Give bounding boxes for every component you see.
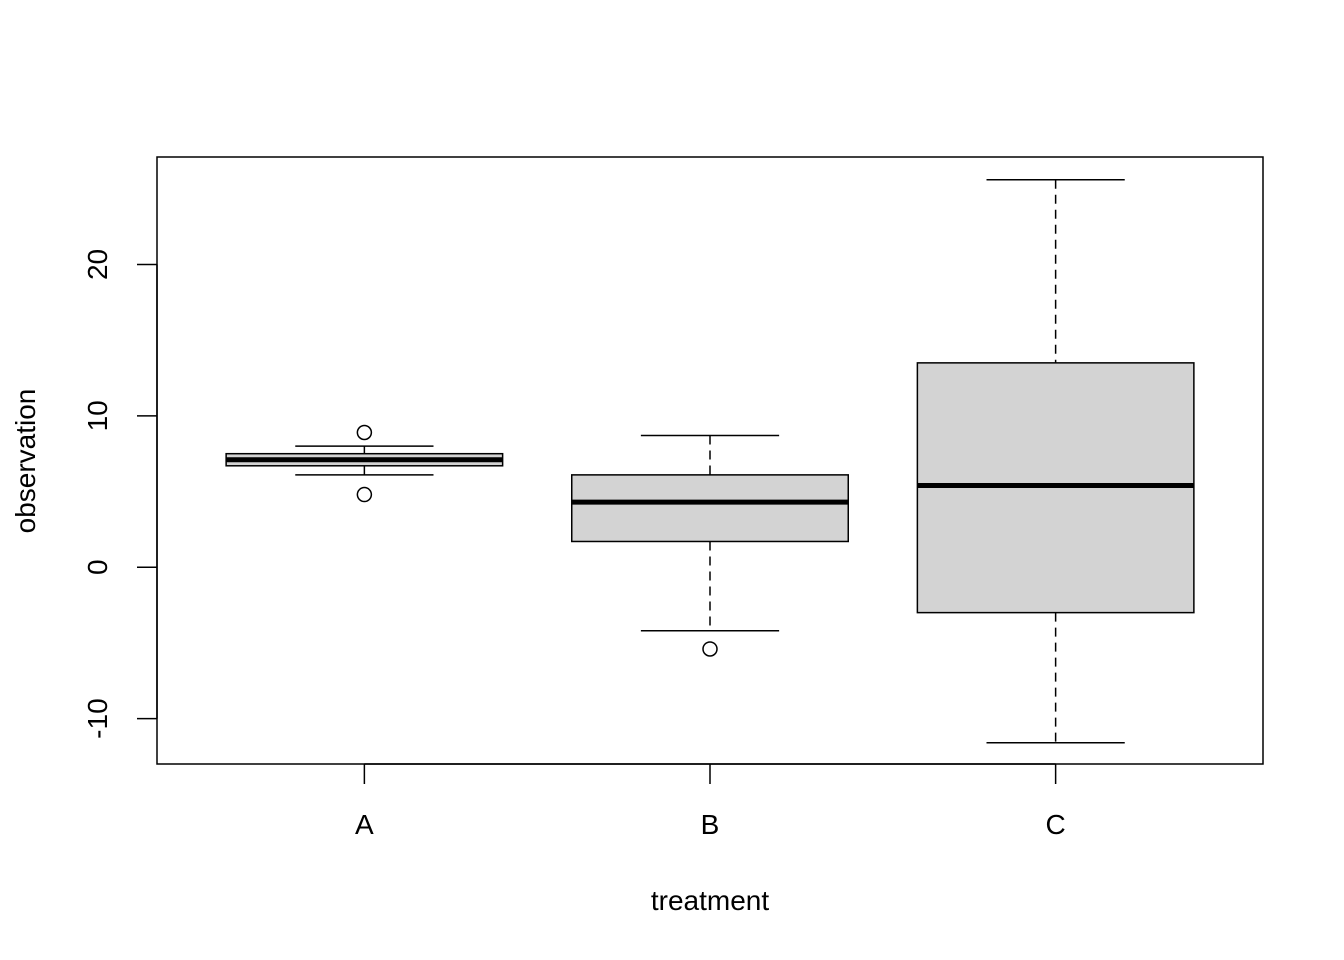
x-tick-label: A (355, 809, 374, 840)
y-tick-label: 0 (82, 559, 113, 575)
y-tick-label: -10 (82, 698, 113, 738)
x-tick-label: B (701, 809, 720, 840)
y-axis: -10 0 10 20 (82, 249, 158, 739)
x-tick-label: C (1046, 809, 1066, 840)
y-tick-label: 10 (82, 400, 113, 431)
x-axis: A B C (355, 763, 1066, 840)
x-axis-title: treatment (651, 885, 769, 916)
box-group-B (571, 434, 849, 657)
outlier-point (702, 641, 718, 657)
box-group-C (916, 178, 1195, 744)
iqr-box (571, 474, 849, 543)
outlier-point (356, 424, 373, 441)
box-group-A (225, 424, 504, 503)
y-tick-label: 20 (82, 249, 113, 280)
boxes (225, 178, 1195, 744)
outlier-point (356, 486, 373, 503)
y-axis-title: observation (10, 389, 41, 534)
